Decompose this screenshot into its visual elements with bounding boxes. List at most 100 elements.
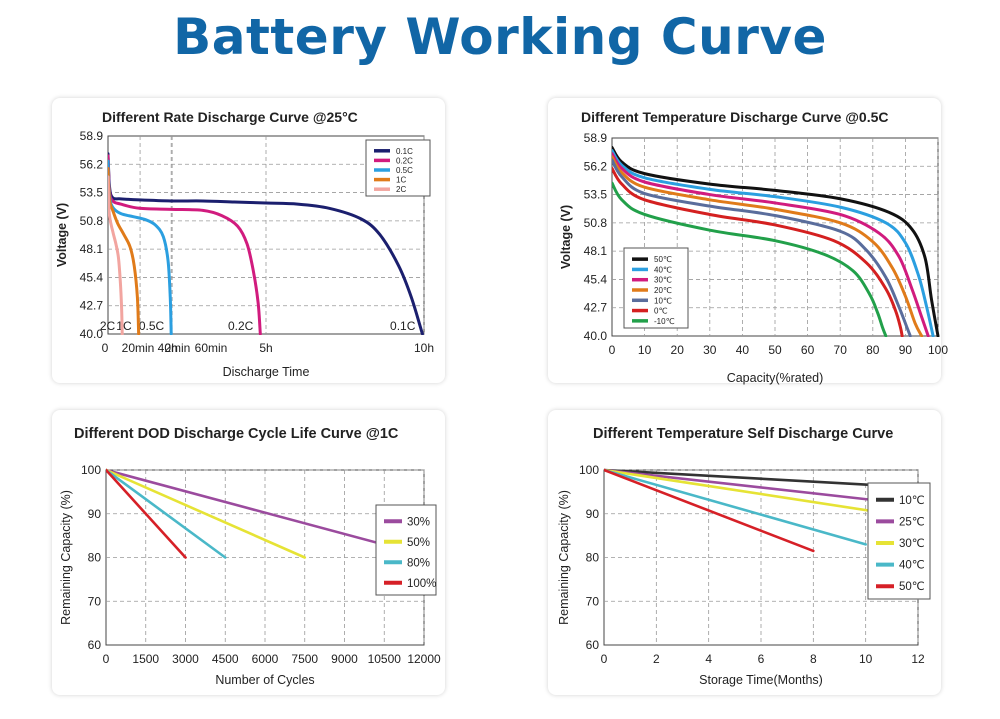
series-line-2 <box>612 152 930 337</box>
y-tick-label: 90 <box>88 507 102 521</box>
temperature-discharge-chart-panel: Different Temperature Discharge Curve @0… <box>548 98 948 385</box>
legend-label: 0℃ <box>654 307 667 316</box>
x-tick-label: 12000 <box>407 652 441 666</box>
x-tick-label: 80 <box>866 343 880 357</box>
chart-title: Different Temperature Discharge Curve @0… <box>581 109 889 125</box>
legend-label: 50℃ <box>654 255 672 264</box>
legend-label: 10℃ <box>654 296 672 305</box>
y-tick-label: 90 <box>586 507 600 521</box>
x-tick-label: 8 <box>810 652 817 666</box>
legend-label: -10℃ <box>654 317 675 326</box>
chart-title: Different DOD Discharge Cycle Life Curve… <box>74 426 399 442</box>
x-tick-label: 2 <box>653 652 660 666</box>
rate-discharge-chart-panel: Different Rate Discharge Curve @25°C 40.0… <box>52 98 445 383</box>
x-axis-label: Capacity(%rated) <box>727 371 824 385</box>
chart-title: Different Temperature Self Discharge Cur… <box>593 426 893 442</box>
y-tick-label: 58.9 <box>80 129 104 143</box>
series-line-0 <box>612 145 940 337</box>
series-line-3 <box>106 468 187 559</box>
y-tick-label: 70 <box>586 594 600 608</box>
y-tick-label: 50.8 <box>584 216 608 230</box>
x-tick-label: 0 <box>601 652 608 666</box>
y-axis-label: Remaining Capacity (%) <box>557 490 571 625</box>
legend-label: 30℃ <box>899 538 925 550</box>
y-axis-label: Remaining Capacity (%) <box>59 490 73 625</box>
legend-label: 50% <box>407 537 430 549</box>
x-tick-label: 7500 <box>291 652 318 666</box>
x-tick-label: 4500 <box>212 652 239 666</box>
x-tick-label: 90 <box>899 343 913 357</box>
y-tick-label: 48.1 <box>584 244 608 258</box>
x-tick-label: 0 <box>609 343 616 357</box>
legend-label: 50℃ <box>899 581 925 593</box>
legend-label: 20℃ <box>654 286 672 295</box>
x-tick-label: 10 <box>859 652 873 666</box>
series-line-3 <box>604 468 867 546</box>
y-tick-label: 45.4 <box>80 270 104 284</box>
x-tick-label: 3000 <box>172 652 199 666</box>
series-line-6 <box>612 181 888 337</box>
y-tick-label: 100 <box>81 463 101 477</box>
legend-label: 10℃ <box>899 495 925 507</box>
legend-label: 100% <box>407 578 436 590</box>
x-tick-label: 40 <box>736 343 750 357</box>
series-end-label: 0.2C <box>228 319 254 333</box>
legend-label: 30% <box>407 516 430 528</box>
x-tick-label: 20 <box>671 343 685 357</box>
x-tick-label: 6000 <box>252 652 279 666</box>
series-end-label: 0.5C <box>139 319 165 333</box>
y-tick-label: 60 <box>88 638 102 652</box>
x-tick-label: 5h <box>259 341 272 355</box>
x-tick-label: 60 <box>801 343 815 357</box>
temperature-discharge-chart: Different Temperature Discharge Curve @0… <box>559 109 948 385</box>
x-tick-label: 30 <box>703 343 717 357</box>
x-tick-label: 50 <box>768 343 782 357</box>
y-tick-label: 56.2 <box>80 157 104 171</box>
x-tick-label: 2h <box>165 341 178 355</box>
legend-label: 0.2C <box>396 156 413 165</box>
y-tick-label: 58.9 <box>584 131 608 145</box>
x-tick-label: 10 <box>638 343 652 357</box>
y-axis-label: Voltage (V) <box>559 205 573 269</box>
series-line-3 <box>108 166 141 335</box>
y-tick-label: 60 <box>586 638 600 652</box>
series-line-1 <box>106 468 307 559</box>
x-tick-label: 0 <box>103 652 110 666</box>
legend-label: 0.1C <box>396 147 413 156</box>
series-end-label: 2C <box>100 319 116 333</box>
x-tick-label: 4 <box>705 652 712 666</box>
x-tick-label: 10h <box>414 341 434 355</box>
y-tick-label: 40.0 <box>80 327 104 341</box>
series-line-5 <box>612 166 904 337</box>
series-line-4 <box>108 175 124 335</box>
x-tick-label: 10500 <box>368 652 402 666</box>
dod-cycle-life-chart: Different DOD Discharge Cycle Life Curve… <box>59 426 441 687</box>
y-tick-label: 53.5 <box>584 188 608 202</box>
dod-cycle-life-chart-panel: Different DOD Discharge Cycle Life Curve… <box>52 410 445 695</box>
chart-title: Different Rate Discharge Curve @25°C <box>102 109 358 125</box>
series-line-0 <box>106 468 426 557</box>
x-tick-label: 12 <box>911 652 925 666</box>
y-tick-label: 50.8 <box>80 214 104 228</box>
y-tick-label: 70 <box>88 594 102 608</box>
legend-label: 0.5C <box>396 166 413 175</box>
x-axis-label: Storage Time(Months) <box>699 673 823 687</box>
legend-label: 2C <box>396 185 406 194</box>
series-line-4 <box>612 158 912 337</box>
series-line-4 <box>604 468 815 553</box>
x-axis-label: Number of Cycles <box>215 673 314 687</box>
x-tick-label: 70 <box>834 343 848 357</box>
x-tick-label: 100 <box>928 343 948 357</box>
legend-label: 40℃ <box>899 560 925 572</box>
legend-label: 80% <box>407 557 430 569</box>
series-line-1 <box>604 468 920 507</box>
x-tick-label: 20min <box>122 341 155 355</box>
series-line-0 <box>604 468 920 489</box>
y-tick-label: 42.7 <box>584 301 608 315</box>
x-axis-label: Discharge Time <box>223 365 310 379</box>
x-tick-label: 6 <box>758 652 765 666</box>
legend-label: 30℃ <box>654 276 672 285</box>
x-tick-label: 40min <box>158 341 191 355</box>
legend-label: 1C <box>396 176 406 185</box>
self-discharge-chart: Different Temperature Self Discharge Cur… <box>557 426 931 687</box>
